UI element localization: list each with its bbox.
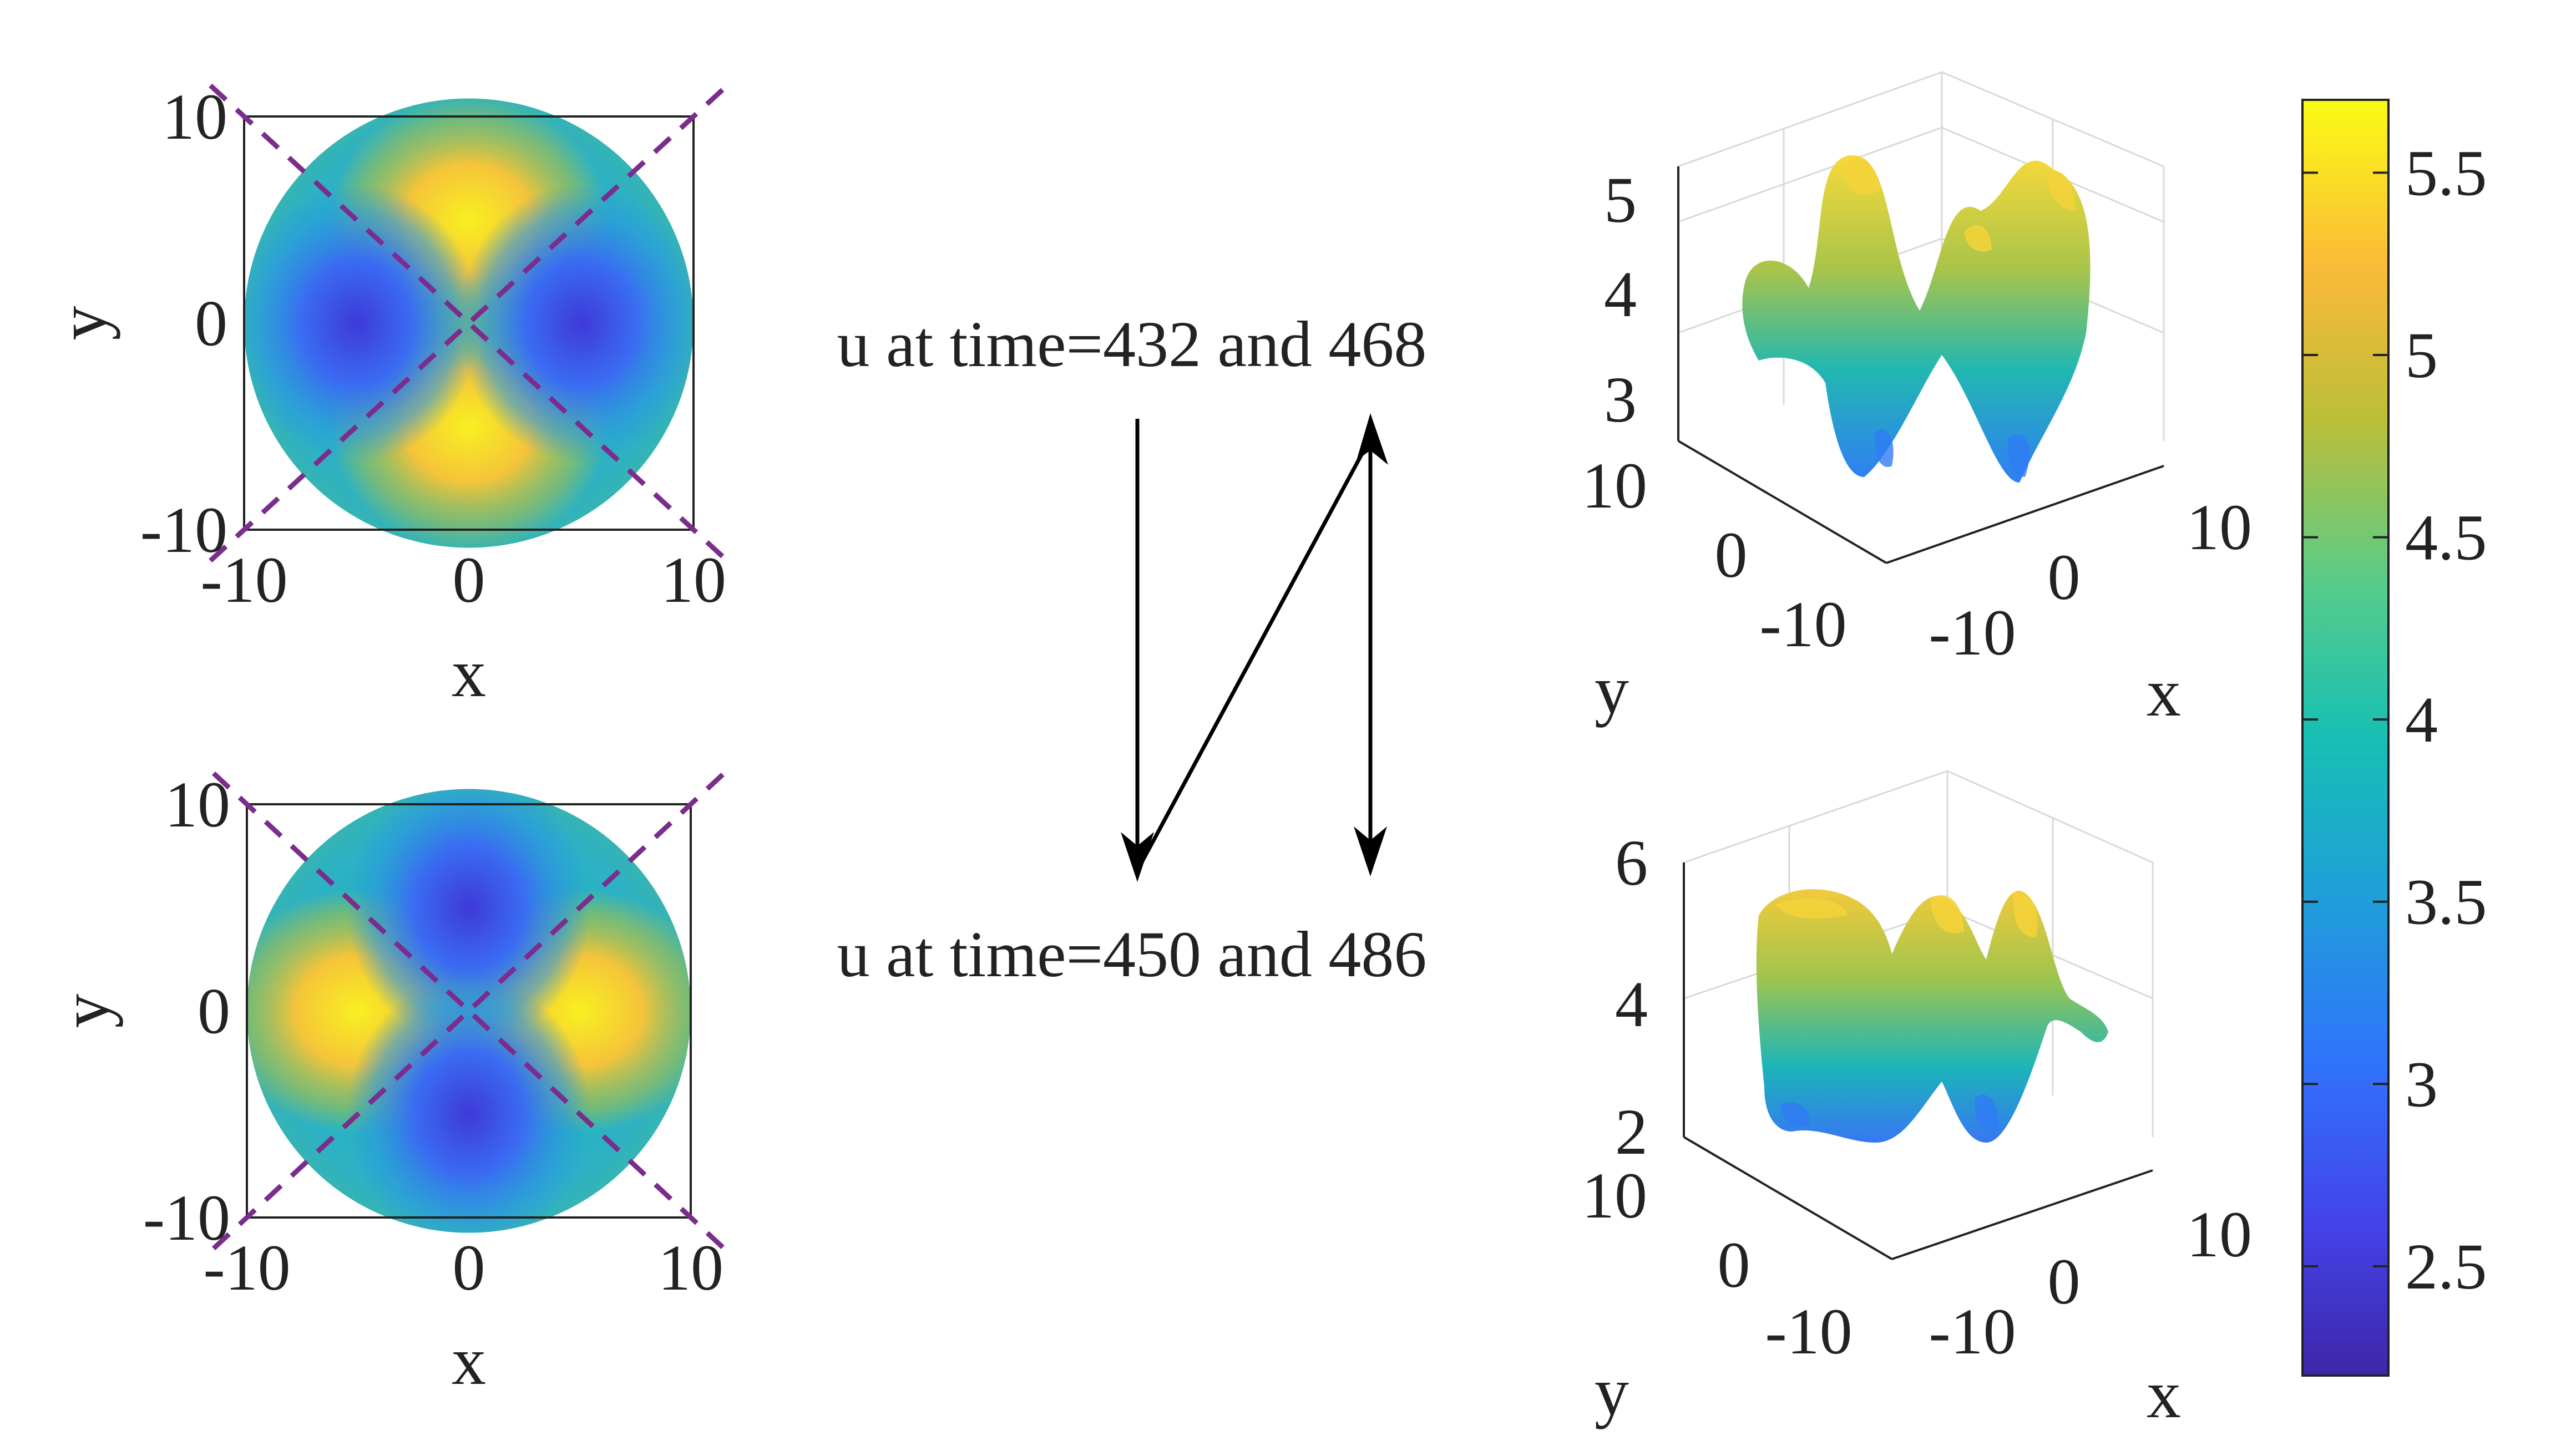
y-axis-label: y: [44, 306, 120, 341]
colorbar: 2.5 3 3.5 4 4.5 5 5.5: [2301, 99, 2487, 1377]
z-tick-label: 3: [1604, 363, 1637, 436]
colorbar-tick-label: 3: [2405, 1048, 2438, 1120]
x-axis-label: x: [452, 1323, 486, 1399]
axis-line: [1891, 1169, 2153, 1260]
x-tick-label: -10: [203, 1231, 290, 1304]
surface-peak: [1964, 225, 1992, 252]
heatmap-top: -10 0 10 -10 0 10 x y: [44, 80, 729, 711]
x-tick-label: 0: [453, 1231, 485, 1304]
surface-shape: [1756, 889, 2108, 1143]
arrow-head-down-left: [1121, 832, 1154, 882]
axis-line: [1886, 465, 2164, 564]
surface-peak: [1842, 158, 1881, 195]
colorbar-tick-label: 4: [2405, 683, 2438, 756]
x-tick-label: -10: [200, 544, 287, 616]
y-tick-label: 10: [162, 80, 227, 153]
y-axis-label: y: [47, 994, 123, 1028]
cold-spot: [347, 789, 591, 1046]
arrow-head-down-right: [1354, 826, 1387, 876]
z-tick-label: 5: [1604, 164, 1637, 236]
colorbar-tick-label: 4.5: [2405, 501, 2487, 574]
diagonal-line: [209, 83, 729, 563]
surface-trough: [1781, 1102, 1810, 1127]
axes-box: [246, 803, 692, 1219]
z-tick-label: 4: [1615, 968, 1648, 1041]
y-tick-label: -10: [143, 1181, 230, 1254]
grid-line: [1678, 126, 1942, 223]
y-tick-label: 0: [195, 287, 227, 360]
surface-trough: [1975, 1094, 1998, 1132]
x-axis-label: x: [452, 635, 486, 711]
x-tick-label: -10: [1929, 596, 2016, 669]
axis-line: [1677, 440, 1887, 564]
y-tick-label: 0: [198, 975, 230, 1048]
x-tick-label: 0: [2048, 1245, 2081, 1318]
surface-trough: [2008, 434, 2030, 477]
diagonal-line: [209, 83, 729, 563]
heatmap-bottom: -10 0 10 -10 0 10 x y: [47, 768, 726, 1399]
y-tick-label: -10: [140, 494, 227, 566]
y-tick-label: 0: [1718, 1229, 1750, 1301]
colorbar-tick-label: 5.5: [2405, 136, 2487, 209]
axis-line: [1683, 1136, 1893, 1260]
y-tick-label: 0: [1715, 519, 1748, 591]
z-tick-label: 6: [1615, 826, 1648, 899]
surface-peak: [1931, 895, 1964, 934]
cold-spot: [347, 976, 591, 1233]
y-tick-label: 10: [165, 768, 230, 841]
colorbar-tick-label: 5: [2405, 319, 2438, 392]
y-axis-label: y: [1595, 1353, 1629, 1429]
y-tick-label: -10: [1765, 1295, 1852, 1368]
diagonal-line: [211, 771, 726, 1251]
cold-spot: [244, 184, 480, 463]
colorbar-bar: [2301, 99, 2390, 1377]
surface-peak: [2013, 892, 2038, 937]
axes-box: [243, 115, 695, 531]
arrows: [1121, 413, 1388, 882]
diagonal-line: [211, 771, 726, 1251]
x-tick-label: 0: [2048, 541, 2081, 613]
z-tick-label: 2: [1615, 1095, 1648, 1168]
x-axis-label: x: [2147, 655, 2181, 730]
y-tick-label: 10: [1582, 449, 1647, 522]
x-tick-label: 10: [2187, 1198, 2252, 1271]
colorbar-tick-label: 3.5: [2405, 866, 2487, 938]
surface-trough: [1875, 429, 1894, 467]
annotation-top: u at time=432 and 468: [837, 308, 1427, 381]
x-axis-label: x: [2147, 1356, 2181, 1432]
x-tick-label: -10: [1929, 1295, 2016, 1368]
z-tick-label: 4: [1604, 258, 1637, 331]
annotation-bottom: u at time=450 and 486: [837, 918, 1427, 991]
arrow-diagonal: [1138, 437, 1373, 866]
colorbar-tick-label: 2.5: [2405, 1230, 2487, 1303]
x-tick-label: 0: [453, 544, 485, 616]
x-tick-label: 10: [2187, 491, 2252, 564]
surface-peak: [1775, 898, 1848, 919]
x-tick-label: 10: [658, 1231, 723, 1304]
y-axis-label: y: [1595, 652, 1629, 728]
y-tick-label: 10: [1582, 1159, 1647, 1232]
y-tick-label: -10: [1759, 588, 1846, 661]
cold-spot: [457, 184, 694, 463]
surface-peak: [2047, 171, 2075, 211]
surface-shape: [1742, 155, 2091, 483]
x-tick-label: 10: [661, 544, 726, 616]
